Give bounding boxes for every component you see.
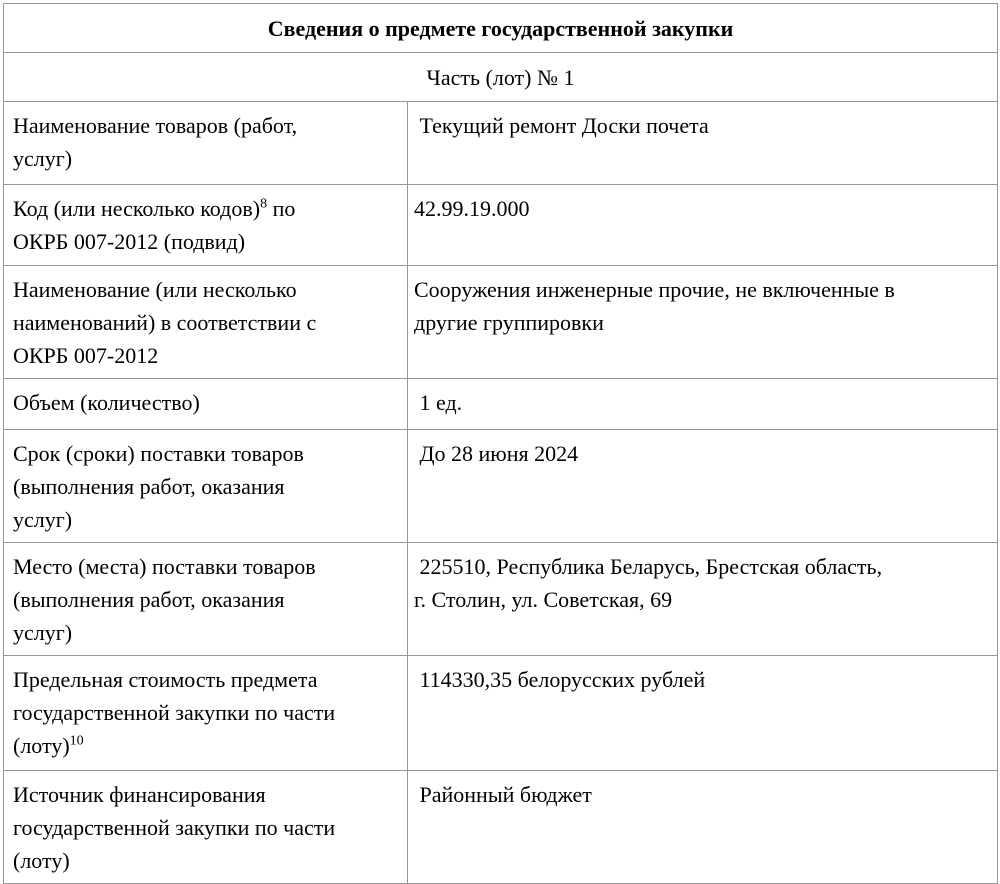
table-row-product-name: Наименование товаров (работ, услуг) Теку… <box>3 101 999 185</box>
footnote-ref-8: 8 <box>260 196 268 212</box>
table-row-okrb-code: Код (или несколько кодов)8 по ОКРБ 007-2… <box>3 184 999 266</box>
procurement-details-table: Сведения о предмете государственной заку… <box>2 3 999 884</box>
table-row-title: Сведения о предмете государственной заку… <box>2 3 999 53</box>
lot-number-label: Часть (лот) № 1 <box>2 52 999 102</box>
table-row-okrb-name: Наименование (или несколько наименований… <box>3 265 999 379</box>
row-label-funding-source: Источник финансирования государственной … <box>3 770 408 884</box>
table-row-max-cost: Предельная стоимость предмета государств… <box>3 655 999 771</box>
footnote-ref-10: 10 <box>69 733 84 749</box>
row-value-okrb-name: Сооружения инженерные прочие, не включен… <box>406 265 999 379</box>
row-label-okrb-code: Код (или несколько кодов)8 по ОКРБ 007-2… <box>3 184 408 266</box>
row-value-max-cost: 114330,35 белорусских рублей <box>406 655 999 771</box>
row-label-max-cost: Предельная стоимость предмета государств… <box>3 655 408 771</box>
row-label-delivery-place: Место (места) поставки товаров (выполнен… <box>3 542 408 656</box>
row-value-okrb-code: 42.99.19.000 <box>406 184 999 266</box>
row-value-funding-source: Районный бюджет <box>406 770 999 884</box>
row-label-okrb-name: Наименование (или несколько наименований… <box>3 265 408 379</box>
table-row-quantity: Объем (количество) 1 ед. <box>3 378 999 430</box>
row-label-quantity: Объем (количество) <box>3 378 408 430</box>
table-row-delivery-place: Место (места) поставки товаров (выполнен… <box>3 542 999 656</box>
table-title: Сведения о предмете государственной заку… <box>2 3 999 53</box>
row-value-delivery-place: 225510, Республика Беларусь, Брестская о… <box>406 542 999 656</box>
row-label-product-name: Наименование товаров (работ, услуг) <box>3 101 408 185</box>
label-text: Код (или несколько кодов) <box>13 196 261 221</box>
table-row-lot-number: Часть (лот) № 1 <box>2 52 999 102</box>
table-row-funding-source: Источник финансирования государственной … <box>3 770 999 884</box>
row-value-product-name: Текущий ремонт Доски почета <box>406 101 999 185</box>
label-text: по ОКРБ 007-2012 (подвид) <box>13 196 296 254</box>
row-label-delivery-term: Срок (сроки) поставки товаров (выполнени… <box>3 429 408 543</box>
row-value-quantity: 1 ед. <box>406 378 999 430</box>
table-row-delivery-term: Срок (сроки) поставки товаров (выполнени… <box>3 429 999 543</box>
label-text: Предельная стоимость предмета государств… <box>13 667 336 758</box>
row-value-delivery-term: До 28 июня 2024 <box>406 429 999 543</box>
